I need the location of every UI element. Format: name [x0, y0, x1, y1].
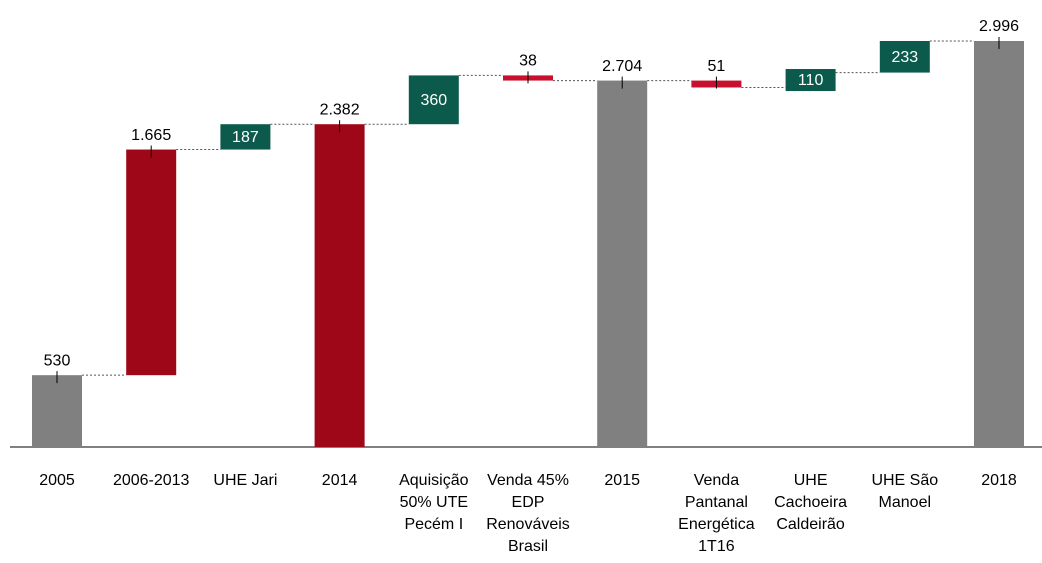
x-tick-label: UHE São: [871, 472, 938, 489]
bar: [220, 124, 271, 150]
x-tick-label: 50% UTE: [400, 494, 468, 511]
bar: [597, 80, 648, 447]
value-label: 2.382: [320, 101, 360, 118]
x-tick-label: Brasil: [508, 538, 548, 555]
value-label: 38: [519, 53, 537, 70]
x-tick-label: 2014: [322, 472, 358, 489]
bar: [879, 41, 930, 73]
value-label: 360: [420, 92, 447, 109]
x-tick-label: 2018: [981, 472, 1017, 489]
bar: [408, 75, 459, 125]
x-tick-label: Energética: [678, 516, 755, 533]
x-tick-label: UHE: [794, 472, 828, 489]
x-tick-label: 2005: [39, 472, 75, 489]
value-label: 110: [798, 72, 824, 89]
x-tick-label: Caldeirão: [776, 516, 845, 533]
x-tick-label: UHE Jari: [213, 472, 277, 489]
value-label: 1.665: [131, 127, 171, 144]
x-tick-label: Renováveis: [486, 516, 570, 533]
value-label: 530: [44, 352, 71, 369]
value-label: 233: [891, 49, 918, 66]
value-label: 2.996: [979, 18, 1019, 35]
value-label: 187: [232, 129, 259, 146]
value-label: 51: [708, 58, 726, 75]
x-tick-label: EDP: [512, 494, 545, 511]
x-tick-label: 1T16: [698, 538, 735, 555]
x-tick-label: Pantanal: [685, 494, 748, 511]
x-tick-label: Venda 45%: [487, 472, 569, 489]
bar: [126, 149, 177, 376]
bar: [785, 69, 836, 92]
x-tick-label: 2006-2013: [113, 472, 190, 489]
bar: [974, 41, 1024, 447]
bar: [314, 124, 365, 448]
x-tick-label: 2015: [604, 472, 640, 489]
x-tick-label: Venda: [694, 472, 739, 489]
x-tick-label: Aquisição: [399, 472, 468, 489]
value-label: 2.704: [602, 58, 642, 75]
x-tick-label: Manoel: [879, 494, 931, 511]
x-tick-label: Cachoeira: [774, 494, 847, 511]
x-tick-label: Pecém I: [404, 516, 463, 533]
bar: [32, 375, 82, 447]
